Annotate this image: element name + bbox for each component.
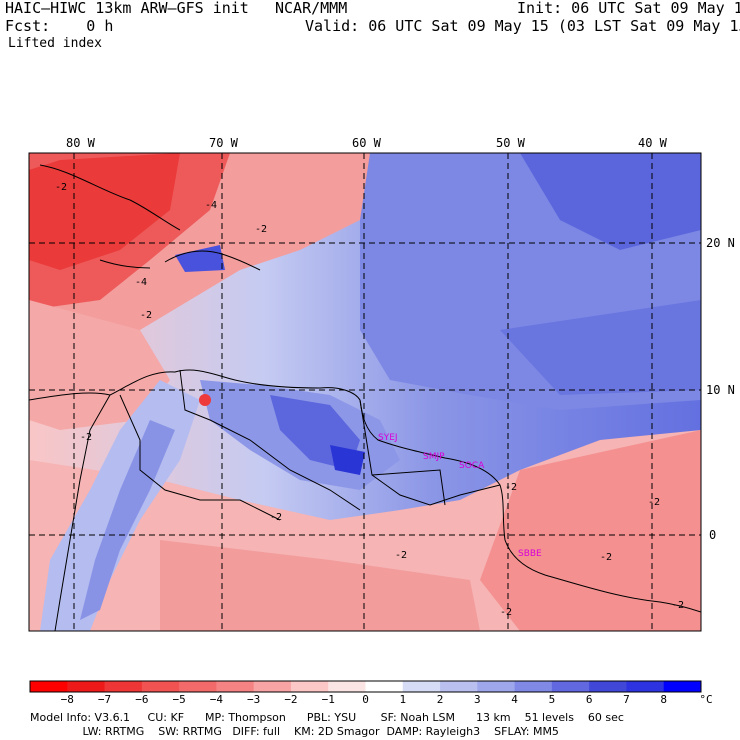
colorbar-swatch [514,681,553,692]
colorbar-swatch [253,681,292,692]
station-syej: SYEJ [378,433,398,443]
map-field [29,153,701,631]
contour-label: -2 [505,482,517,493]
lat-label-0: 0 [709,528,717,542]
colorbar-swatch [365,681,404,692]
contour-label: -2 [140,310,152,321]
colorbar-swatch [67,681,106,692]
lon-label-40w: 40 W [638,136,667,150]
lon-label-80w: 80 W [66,136,95,150]
colorbar-swatch [551,681,590,692]
lon-label-60w: 60 W [352,136,381,150]
colorbar [29,680,702,693]
contour-label: -2 [270,512,282,523]
colorbar-tick-label: −1 [321,693,335,706]
colorbar-unit: °C [699,693,713,706]
map-frame [28,152,702,632]
colorbar-swatch [440,681,478,692]
contour-label: -2 [500,607,512,618]
colorbar-tick-label: −2 [284,693,298,706]
contour-label: -2 [672,600,684,611]
graticule [29,153,701,631]
colorbar-swatch [626,681,665,692]
contour-labels: -2 -4 -2 -2 -4 -2 -2 -2 -2 -2 -2 -2 -2 [55,182,684,618]
colorbar-swatch [30,681,68,692]
colorbar-tick-label: 4 [511,693,518,706]
lon-label-50w: 50 W [496,136,525,150]
colorbar-swatch [216,681,255,692]
colorbar-tick-label: −3 [247,693,261,706]
colorbar-swatch [589,681,627,692]
colorbar-swatch [104,681,143,692]
colorbar-swatch [141,681,180,692]
station-sbbe: SBBE [518,549,542,559]
lat-label-10n: 10 N [706,383,735,397]
colorbar-tick-label: 2 [436,693,444,706]
colorbar-tick-label: 6 [585,693,593,706]
model-info-line2: LW: RRTMG SW: RRTMG DIFF: full KM: 2D Sm… [30,725,559,738]
station-soca: SOCA [459,461,485,471]
colorbar-swatch [179,681,217,692]
colorbar-swatch [290,681,329,692]
colorbar-tick-label: 0 [362,693,369,706]
colorbar-tick-label: −7 [97,693,112,706]
lon-label-70w: 70 W [209,136,238,150]
colorbar-swatch [328,681,366,692]
colorbar-tick-label: 8 [660,693,668,706]
colorbar-tick-label: −4 [209,693,223,706]
model-title: HAIC–HIWC 13km ARW–GFS init [5,0,249,17]
colorbar-tick-label: 3 [474,693,481,706]
contour-label: -2 [55,182,67,193]
contour-label: -4 [205,200,217,211]
lat-label-20n: 20 N [706,236,735,250]
colorbar-swatch [477,681,516,692]
station-labels: SYEJ SMJP SOCA SBBE [378,433,542,559]
coastlines [29,164,701,631]
valid-time: Valid: 06 UTC Sat 09 May 15 (03 LST Sat … [305,17,740,35]
contour-label: -2 [600,552,612,563]
org-label: NCAR/MMM [275,0,348,17]
contour-label: -2 [648,497,660,508]
contour-label: -4 [135,277,147,288]
colorbar-tick-label: −5 [172,693,186,706]
station-smjp: SMJP [423,452,445,462]
colorbar-swatch [402,681,441,692]
colorbar-swatch [663,681,702,692]
contour-label: -2 [395,550,407,561]
colorbar-tick-label: −6 [135,693,149,706]
colorbar-tick-label: 7 [623,693,630,706]
init-time: Init: 06 UTC Sat 09 May 15 [517,0,740,17]
field-name: Lifted index [8,36,102,51]
contour-label: -2 [80,432,92,443]
colorbar-tick-label: 5 [548,693,556,706]
colorbar-tick-label: 1 [399,693,407,706]
model-info-line1: Model Info: V3.6.1 CU: KF MP: Thompson P… [30,711,624,724]
forecast-hour: Fcst: 0 h [5,17,114,35]
colorbar-tick-label: −8 [60,693,74,706]
contour-label: -2 [255,224,267,235]
